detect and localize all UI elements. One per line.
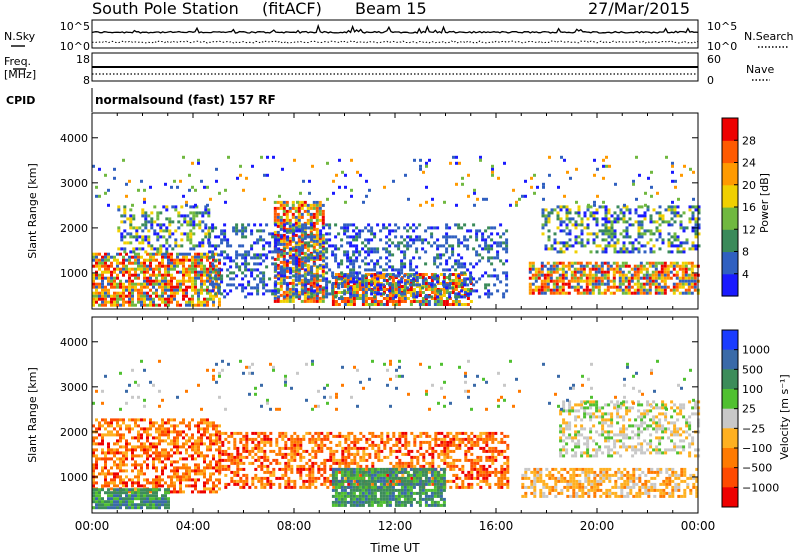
- nsearch-trace: [92, 41, 698, 43]
- velocity-colorbar-label: Velocity [m s⁻¹]: [778, 374, 791, 459]
- y-tick-label: 4000: [60, 132, 88, 145]
- mode-label: (fitACF): [262, 0, 322, 18]
- colorbar-swatch: [722, 207, 738, 230]
- x-tick-label: 04:00: [176, 519, 211, 533]
- station-title: South Pole Station: [92, 0, 239, 18]
- colorbar-swatch: [722, 330, 738, 350]
- colorbar-swatch: [722, 118, 738, 141]
- colorbar-tick-label: 25: [742, 403, 756, 416]
- colorbar-tick-label: 100: [742, 383, 763, 396]
- time-axis-label: Time UT: [369, 541, 420, 554]
- noise-tick-bottom-left: 10^0: [60, 40, 90, 53]
- colorbar-tick-label: −25: [742, 422, 765, 435]
- colorbar-swatch: [722, 448, 738, 468]
- nsearch-label: N.Search: [744, 30, 794, 43]
- freq-tick-bottom: 8: [83, 74, 90, 87]
- velocity-echo-layer: [92, 360, 700, 509]
- echo-region-6: [92, 360, 695, 411]
- colorbar-tick-label: −1000: [742, 481, 779, 494]
- cpid-label: CPID: [6, 94, 35, 107]
- echo-region-5: [529, 262, 700, 295]
- y-tick-label: 3000: [60, 177, 88, 190]
- noise-tick-top-left: 10^5: [60, 20, 90, 33]
- nave-tick-bottom: 0: [707, 74, 714, 87]
- colorbar-swatch: [722, 274, 738, 297]
- colorbar-swatch: [722, 487, 738, 507]
- velocity-colorbar: 1000 500 100 25 −25 −100 −500 −1000: [722, 330, 779, 508]
- power-echo-layer: [92, 156, 701, 307]
- colorbar-tick-label: 20: [742, 179, 756, 192]
- colorbar-swatch: [722, 389, 738, 409]
- velocity-ylabel: Slant Range [km]: [26, 367, 39, 463]
- colorbar-tick-label: 4: [742, 268, 749, 281]
- colorbar-tick-label: 28: [742, 134, 756, 147]
- date-label: 27/Mar/2015: [588, 0, 690, 18]
- colorbar-swatch: [722, 185, 738, 208]
- echo-region-4: [521, 468, 698, 498]
- colorbar-swatch: [722, 140, 738, 163]
- colorbar-swatch: [722, 369, 738, 389]
- colorbar-swatch: [722, 468, 738, 488]
- power-colorbar-label: Power [dB]: [758, 173, 771, 233]
- y-tick-label: 3000: [60, 381, 88, 394]
- colorbar-swatch: [722, 409, 738, 429]
- y-tick-label: 2000: [60, 426, 88, 439]
- echo-region-6: [542, 205, 701, 253]
- x-tick-label: 12:00: [378, 519, 413, 533]
- x-tick-label: 00:00: [75, 519, 110, 533]
- x-tick-label: 00:00: [681, 519, 716, 533]
- colorbar-tick-label: 12: [742, 223, 756, 236]
- colorbar-tick-label: −100: [742, 442, 772, 455]
- x-tick-label: 16:00: [479, 519, 514, 533]
- y-tick-label: 1000: [60, 471, 88, 484]
- y-tick-label: 4000: [60, 336, 88, 349]
- colorbar-tick-label: 16: [742, 201, 756, 214]
- nsky-label: N.Sky: [4, 30, 36, 43]
- colorbar-tick-label: 500: [742, 363, 763, 376]
- colorbar-tick-label: 1000: [742, 344, 770, 357]
- echo-region-5: [559, 400, 700, 457]
- echo-region-0: [92, 253, 221, 307]
- colorbar-swatch: [722, 163, 738, 186]
- nave-tick-top: 60: [707, 53, 721, 66]
- power-ylabel: Slant Range [km]: [26, 163, 39, 259]
- freq-unit-label: [MHz]: [4, 68, 36, 81]
- freq-tick-top: 18: [76, 53, 90, 66]
- nsky-trace: [92, 26, 698, 33]
- echo-region-1: [117, 205, 210, 253]
- noise-tick-top-right: 10^5: [707, 20, 737, 33]
- colorbar-swatch: [722, 252, 738, 275]
- noise-panel-frame: [92, 20, 698, 48]
- noise-tick-bottom-right: 10^0: [707, 40, 737, 53]
- nave-label: Nave: [746, 63, 774, 76]
- colorbar-swatch: [722, 229, 738, 252]
- beam-label: Beam 15: [355, 0, 427, 18]
- freq-label: Freq.: [4, 55, 31, 68]
- cpid-text: normalsound (fast) 157 RF: [95, 93, 276, 107]
- x-tick-label: 20:00: [580, 519, 615, 533]
- y-tick-label: 2000: [60, 222, 88, 235]
- echo-region-1: [92, 488, 170, 509]
- colorbar-tick-label: −500: [742, 462, 772, 475]
- colorbar-tick-label: 8: [742, 246, 749, 259]
- echo-region-7: [92, 156, 695, 207]
- colorbar-swatch: [722, 428, 738, 448]
- colorbar-tick-label: 24: [742, 157, 756, 170]
- power-colorbar: 4 8 12 16 20 24 28: [722, 118, 756, 297]
- y-tick-label: 1000: [60, 267, 88, 280]
- x-tick-label: 08:00: [277, 519, 312, 533]
- colorbar-swatch: [722, 350, 738, 370]
- echo-region-0: [92, 418, 221, 493]
